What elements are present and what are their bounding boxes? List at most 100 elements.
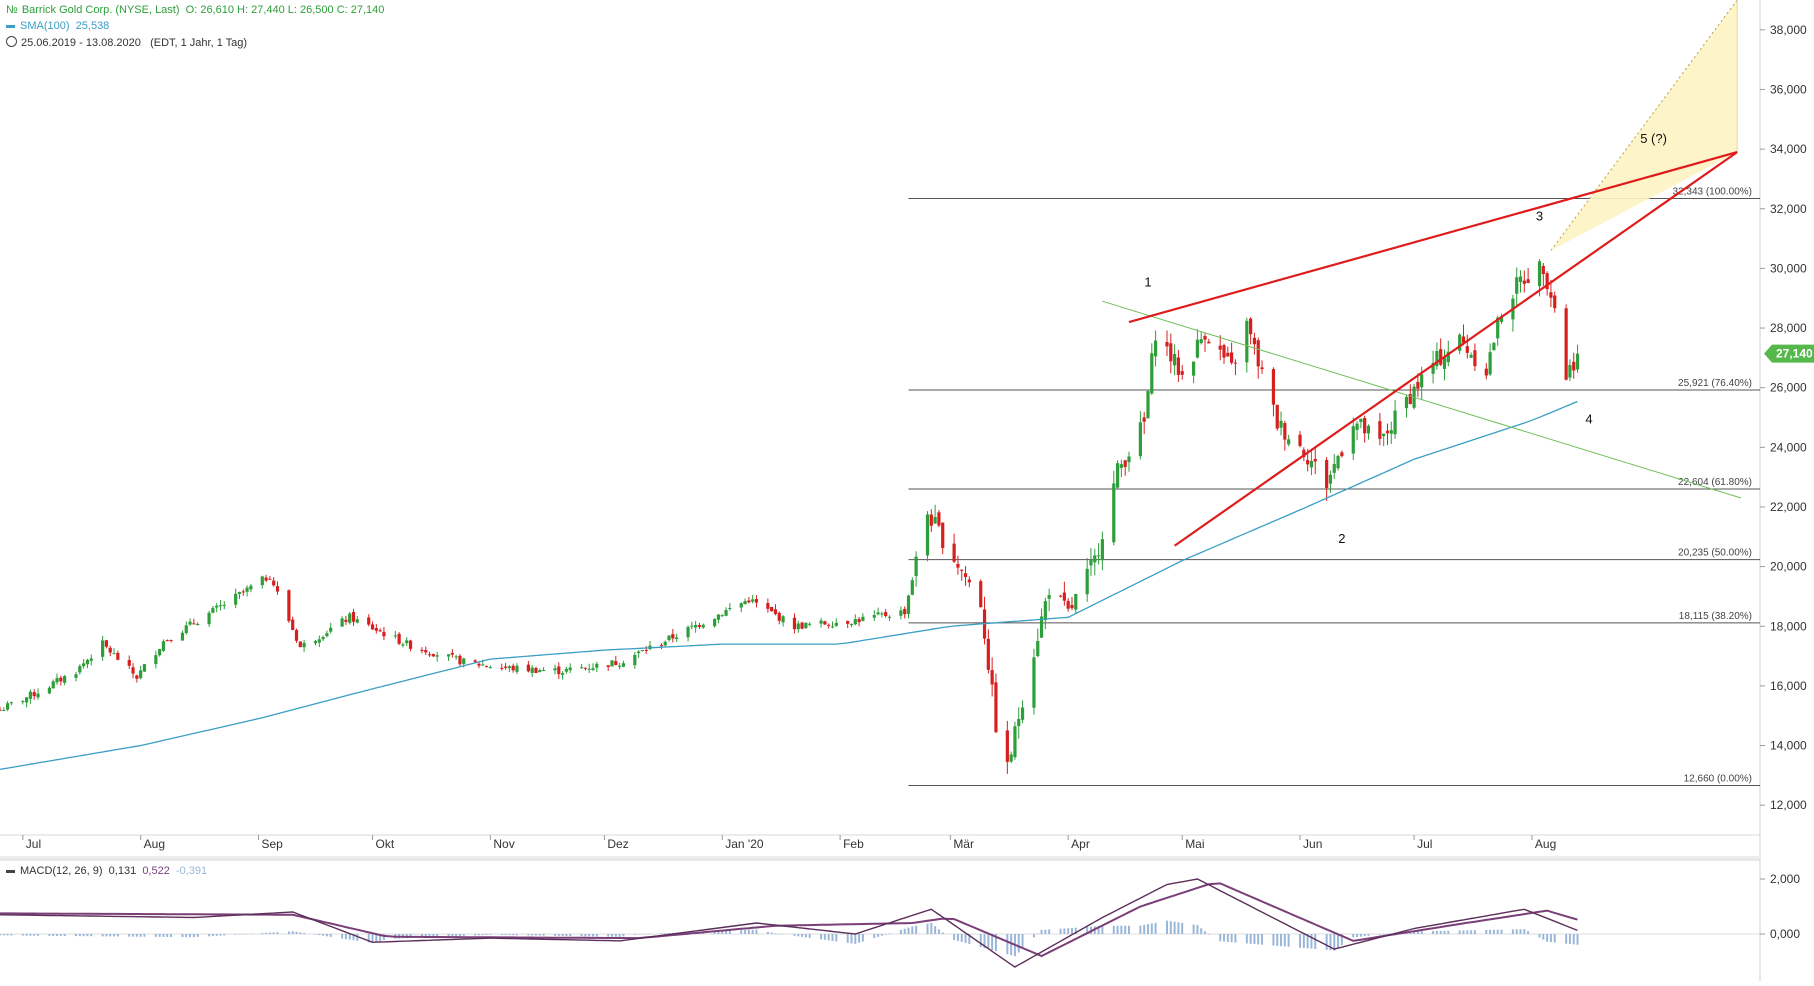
- candle-body: [1355, 423, 1359, 430]
- macd-histogram-bar: [508, 934, 511, 936]
- macd-histogram-bar: [162, 934, 165, 937]
- candle-body: [367, 617, 371, 625]
- macd-histogram-bar: [846, 934, 849, 943]
- candle-body: [606, 665, 610, 668]
- macd-histogram-bar: [1447, 930, 1450, 934]
- candle-body: [1005, 730, 1009, 762]
- macd-histogram-bar: [379, 934, 382, 941]
- x-tick-label: Apr: [1071, 837, 1090, 851]
- candle-body: [1207, 341, 1211, 344]
- candle-body: [827, 624, 831, 626]
- candle-body: [378, 630, 382, 632]
- macd-histogram-bar: [272, 932, 275, 934]
- candle-body: [1245, 320, 1249, 363]
- candle-body: [1180, 371, 1184, 375]
- macd-histogram-bar: [1458, 930, 1461, 934]
- macd-histogram-bar: [512, 934, 515, 936]
- candle-body: [990, 670, 994, 685]
- macd-histogram-bar: [303, 932, 306, 934]
- macd-histogram-bar: [1527, 931, 1530, 934]
- macd-histogram-bar: [242, 934, 245, 935]
- candle-body: [1332, 464, 1336, 473]
- macd-histogram-bar: [1124, 925, 1127, 934]
- candle-body: [351, 611, 356, 622]
- candle-body: [1473, 350, 1477, 367]
- candle-body: [420, 649, 424, 651]
- candle-body: [941, 522, 945, 549]
- macd-histogram-bar: [1059, 928, 1062, 934]
- macd-histogram-bar: [584, 934, 587, 937]
- candle-body: [690, 625, 694, 627]
- candle-body: [887, 616, 892, 618]
- panel-separator: [0, 856, 1760, 860]
- candle-body: [507, 666, 511, 669]
- candle-body: [108, 647, 112, 653]
- macd-histogram-bar: [565, 934, 568, 937]
- candle-body: [1306, 460, 1310, 465]
- candle-body: [1142, 417, 1146, 422]
- candle-body: [967, 579, 971, 583]
- x-tick-label: Jul: [26, 837, 41, 851]
- candle-body: [1249, 318, 1253, 335]
- macd-tick-label: 2,000: [1770, 872, 1800, 886]
- macd-histogram-bar: [778, 933, 781, 935]
- candle-body: [1553, 295, 1557, 309]
- macd-histogram-bar: [1086, 926, 1089, 934]
- candle-body: [621, 663, 626, 667]
- candle-body: [1032, 657, 1036, 708]
- candle-body: [667, 635, 671, 641]
- macd-histogram-bar: [132, 934, 135, 937]
- macd-histogram-bar: [181, 934, 184, 938]
- macd-histogram-bar: [1067, 928, 1070, 934]
- candle-body: [697, 625, 702, 627]
- macd-histogram-bar: [82, 934, 85, 937]
- macd-histogram-bar: [1572, 934, 1575, 945]
- x-tick-label: Dez: [607, 837, 628, 851]
- candle-body: [899, 610, 903, 616]
- y-tick-label: 24,000: [1770, 440, 1807, 454]
- macd-histogram-bar: [880, 934, 883, 936]
- macd-histogram-bar: [325, 934, 328, 937]
- candle-body: [51, 681, 55, 689]
- candle-body: [0, 709, 2, 711]
- instrument-title: Barrick Gold Corp. (NYSE, Last): [21, 4, 180, 16]
- macd-histogram-bar: [1036, 933, 1039, 935]
- macd-histogram-bar: [1439, 930, 1442, 934]
- macd-histogram-bar: [1223, 934, 1226, 942]
- candle-body: [488, 667, 492, 669]
- candle-body: [956, 563, 960, 568]
- candle-body: [530, 667, 534, 673]
- candle-body: [348, 613, 352, 623]
- candle-body: [325, 633, 329, 637]
- candle-body: [751, 599, 755, 602]
- macd-histogram-bar: [854, 934, 857, 944]
- x-tick-label: Jan '20: [725, 837, 764, 851]
- fib-level-label: 22,604 (61.80%): [1678, 477, 1752, 488]
- candle-body: [1469, 354, 1473, 358]
- macd-histogram-bar: [884, 934, 887, 935]
- candle-body: [9, 702, 14, 704]
- candle-body: [1575, 353, 1580, 370]
- candle-body: [21, 701, 25, 703]
- macd-histogram-bar: [1048, 929, 1051, 934]
- macd-histogram-bar: [1382, 934, 1385, 935]
- macd-histogram-bar: [436, 934, 439, 937]
- candle-body: [454, 656, 458, 658]
- macd-histogram-bar: [59, 934, 62, 936]
- macd-histogram-bar: [622, 934, 625, 937]
- macd-histogram-bar: [1196, 925, 1199, 934]
- macd-histogram-bar: [1070, 927, 1073, 934]
- macd-histogram-bar: [1116, 925, 1119, 934]
- wave-label: 2: [1338, 531, 1345, 546]
- candle-body: [1549, 292, 1553, 298]
- macd-histogram-bar: [371, 934, 374, 944]
- candle-body: [1165, 342, 1169, 347]
- macd-histogram-bar: [1523, 929, 1526, 934]
- candle-body: [154, 655, 158, 664]
- macd-histogram-bar: [808, 934, 811, 938]
- macd-histogram-bar: [903, 928, 906, 934]
- candle-body: [614, 661, 618, 666]
- candle-body: [427, 654, 432, 656]
- candle-body: [32, 692, 36, 697]
